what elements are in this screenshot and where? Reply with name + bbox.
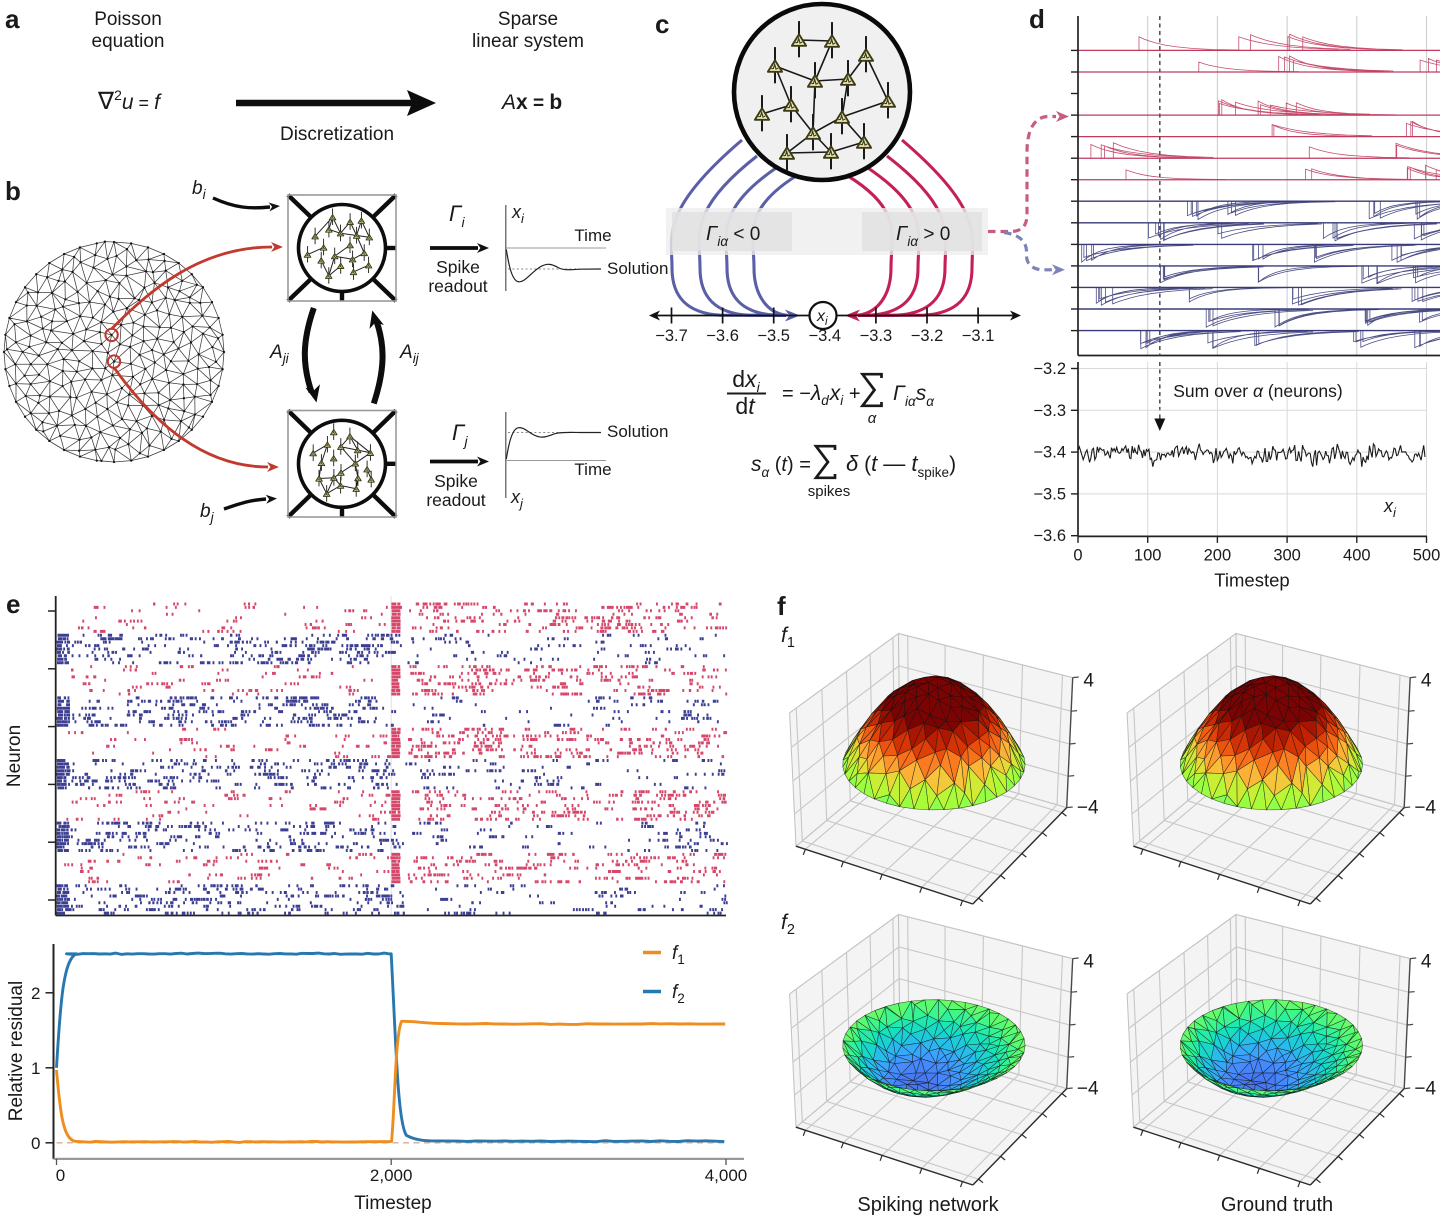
svg-text:−4: −4	[1077, 798, 1099, 819]
svg-text:c: c	[655, 9, 669, 39]
svg-text:0: 0	[31, 1134, 40, 1153]
svg-text:spikes: spikes	[808, 483, 851, 500]
svg-text:4,000: 4,000	[705, 1166, 748, 1185]
svg-text:2,000: 2,000	[370, 1166, 413, 1185]
svg-text:Solution: Solution	[607, 422, 668, 441]
svg-text:300: 300	[1273, 546, 1301, 564]
svg-text:2: 2	[31, 984, 40, 1003]
svg-text:4: 4	[1421, 952, 1432, 973]
svg-text:Discretization: Discretization	[280, 124, 394, 145]
svg-text:Sum over α (neurons): Sum over α (neurons)	[1173, 381, 1343, 401]
svg-text:Neuron: Neuron	[4, 725, 25, 787]
svg-text:−3.5: −3.5	[1033, 485, 1066, 503]
svg-text:b: b	[5, 176, 21, 206]
svg-text:Timestep: Timestep	[1214, 569, 1289, 590]
svg-text:1: 1	[31, 1059, 40, 1078]
svg-text:f: f	[777, 591, 786, 621]
svg-text:4: 4	[1421, 671, 1432, 692]
svg-text:−3.7: −3.7	[655, 327, 688, 345]
svg-text:−4: −4	[1077, 1079, 1099, 1100]
svg-text:−4: −4	[1414, 1079, 1436, 1100]
svg-text:d: d	[1029, 4, 1045, 34]
svg-text:readout: readout	[428, 276, 487, 296]
svg-text:−3.3: −3.3	[860, 327, 893, 345]
svg-text:Ground truth: Ground truth	[1221, 1194, 1333, 1216]
svg-text:dt: dt	[735, 393, 756, 419]
svg-text:−3.5: −3.5	[757, 327, 790, 345]
svg-text:dxi: dxi	[732, 366, 760, 395]
svg-text:Time: Time	[574, 226, 611, 245]
svg-text:Solution: Solution	[607, 259, 668, 278]
svg-text:Ax = b: Ax = b	[500, 91, 562, 114]
svg-text:sα (t) =: sα (t) =	[751, 453, 811, 480]
svg-text:Relative residual: Relative residual	[6, 981, 27, 1121]
svg-text:Timestep: Timestep	[354, 1193, 431, 1214]
svg-text:Spike: Spike	[434, 471, 478, 491]
svg-text:readout: readout	[426, 490, 485, 510]
svg-text:4: 4	[1083, 671, 1094, 692]
svg-text:Time: Time	[574, 460, 611, 479]
svg-text:400: 400	[1343, 546, 1371, 564]
svg-text:Sparse: Sparse	[498, 9, 558, 30]
svg-text:200: 200	[1204, 546, 1232, 564]
svg-text:Poisson: Poisson	[94, 9, 162, 30]
svg-text:equation: equation	[92, 31, 165, 52]
svg-text:−3.6: −3.6	[1033, 527, 1066, 545]
svg-text:−4: −4	[1414, 798, 1436, 819]
svg-text:−3.2: −3.2	[1033, 360, 1066, 378]
svg-text:−3.2: −3.2	[911, 327, 944, 345]
svg-text:e: e	[6, 589, 20, 619]
svg-text:−3.1: −3.1	[962, 327, 995, 345]
svg-text:100: 100	[1134, 546, 1162, 564]
svg-text:α: α	[868, 410, 877, 427]
svg-text:Spike: Spike	[436, 257, 480, 277]
svg-text:a: a	[5, 4, 20, 34]
svg-text:0: 0	[1073, 546, 1082, 564]
svg-text:linear system: linear system	[472, 31, 584, 52]
svg-text:−3.4: −3.4	[1033, 444, 1066, 462]
svg-text:0: 0	[56, 1166, 65, 1185]
svg-text:4: 4	[1083, 952, 1094, 973]
svg-text:Spiking network: Spiking network	[857, 1194, 999, 1216]
svg-text:500: 500	[1413, 546, 1440, 564]
svg-text:−3.3: −3.3	[1033, 402, 1066, 420]
svg-text:−3.6: −3.6	[706, 327, 739, 345]
